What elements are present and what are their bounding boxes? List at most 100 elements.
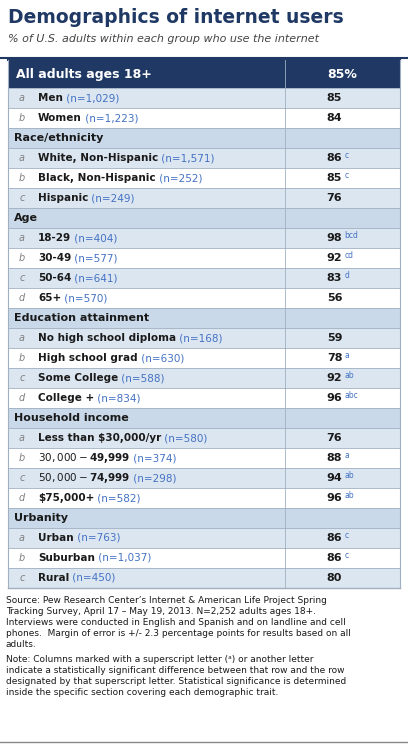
Bar (8, 488, 400, 508)
Text: (n=570): (n=570) (61, 293, 108, 303)
Text: (n=1,223): (n=1,223) (82, 113, 138, 123)
Text: Race/ethnicity: Race/ethnicity (14, 133, 103, 143)
Text: cd: cd (344, 251, 353, 260)
Text: (n=1,571): (n=1,571) (158, 153, 215, 163)
Bar (8, 308, 400, 328)
Text: (n=582): (n=582) (94, 493, 141, 503)
Text: a: a (19, 533, 25, 543)
Bar (8, 408, 400, 428)
Text: (n=450): (n=450) (69, 573, 115, 583)
Text: c: c (344, 171, 348, 180)
Text: Hispanic: Hispanic (38, 193, 89, 203)
Text: designated by that superscript letter. Statistical significance is determined: designated by that superscript letter. S… (6, 677, 346, 686)
Text: 65+: 65+ (38, 293, 61, 303)
Text: 96: 96 (327, 493, 342, 503)
Bar (8, 148, 400, 168)
Text: 76: 76 (327, 193, 342, 203)
Bar (8, 268, 400, 288)
Text: 30-49: 30-49 (38, 253, 71, 263)
Text: a: a (19, 153, 25, 163)
Text: (n=1,037): (n=1,037) (95, 553, 151, 563)
Bar (8, 208, 400, 228)
Text: indicate a statistically significant difference between that row and the row: indicate a statistically significant dif… (6, 666, 344, 675)
Text: 92: 92 (327, 253, 342, 263)
Text: a: a (344, 351, 349, 360)
Text: c: c (19, 373, 25, 383)
Text: b: b (19, 553, 25, 563)
Bar (8, 548, 400, 568)
Text: (n=252): (n=252) (155, 173, 202, 183)
Bar (8, 168, 400, 188)
Text: 83: 83 (327, 273, 342, 283)
Text: Urban: Urban (38, 533, 73, 543)
Text: ab: ab (344, 470, 354, 479)
Text: c: c (344, 551, 348, 560)
Text: b: b (19, 113, 25, 123)
Text: 18-29: 18-29 (38, 233, 71, 243)
Text: (n=763): (n=763) (73, 533, 120, 543)
Text: 59: 59 (327, 333, 342, 343)
Bar (8, 228, 400, 248)
Text: d: d (19, 293, 25, 303)
Text: (n=404): (n=404) (71, 233, 118, 243)
Text: Note: Columns marked with a superscript letter (ᵃ) or another letter: Note: Columns marked with a superscript … (6, 655, 313, 664)
Text: d: d (19, 493, 25, 503)
Text: c: c (19, 573, 25, 583)
Text: a: a (19, 333, 25, 343)
Text: College +: College + (38, 393, 94, 403)
Text: c: c (344, 530, 348, 539)
Text: $50,000-$74,999: $50,000-$74,999 (38, 471, 131, 485)
Bar (8, 60, 400, 88)
Text: Men: Men (38, 93, 63, 103)
Text: 56: 56 (327, 293, 342, 303)
Text: 98: 98 (327, 233, 342, 243)
Text: Women: Women (38, 113, 82, 123)
Text: 86: 86 (327, 153, 342, 163)
Text: (n=374): (n=374) (131, 453, 177, 463)
Bar (8, 368, 400, 388)
Text: c: c (344, 150, 348, 159)
Text: d: d (344, 271, 349, 280)
Bar (8, 388, 400, 408)
Text: a: a (344, 450, 349, 459)
Text: Education attainment: Education attainment (14, 313, 149, 323)
Text: 85: 85 (327, 173, 342, 183)
Bar (8, 88, 400, 108)
Text: bcd: bcd (344, 230, 358, 239)
Text: (n=168): (n=168) (176, 333, 223, 343)
Text: White, Non-Hispanic: White, Non-Hispanic (38, 153, 158, 163)
Bar (8, 448, 400, 468)
Text: Interviews were conducted in English and Spanish and on landline and cell: Interviews were conducted in English and… (6, 618, 346, 627)
Text: 86: 86 (327, 553, 342, 563)
Text: (n=834): (n=834) (94, 393, 141, 403)
Text: Age: Age (14, 213, 38, 223)
Text: adults.: adults. (6, 640, 37, 649)
Text: (n=249): (n=249) (89, 193, 135, 203)
Text: c: c (19, 273, 25, 283)
Text: 78: 78 (327, 353, 342, 363)
Text: Household income: Household income (14, 413, 129, 423)
Text: b: b (19, 253, 25, 263)
Text: % of U.S. adults within each group who use the internet: % of U.S. adults within each group who u… (8, 34, 319, 44)
Bar (8, 128, 400, 148)
Text: Black, Non-Hispanic: Black, Non-Hispanic (38, 173, 155, 183)
Text: (n=577): (n=577) (71, 253, 118, 263)
Text: Tracking Survey, April 17 – May 19, 2013. N=2,252 adults ages 18+.: Tracking Survey, April 17 – May 19, 2013… (6, 607, 316, 616)
Text: $30,000-$49,999: $30,000-$49,999 (38, 451, 131, 465)
Text: 85%: 85% (328, 67, 357, 81)
Text: b: b (19, 453, 25, 463)
Text: (n=641): (n=641) (71, 273, 118, 283)
Bar (8, 428, 400, 448)
Text: Urbanity: Urbanity (14, 513, 68, 523)
Text: d: d (19, 393, 25, 403)
Bar (8, 348, 400, 368)
Text: a: a (19, 433, 25, 443)
Text: 92: 92 (327, 373, 342, 383)
Text: 80: 80 (327, 573, 342, 583)
Text: Rural: Rural (38, 573, 69, 583)
Text: 96: 96 (327, 393, 342, 403)
Text: All adults ages 18+: All adults ages 18+ (16, 67, 152, 81)
Text: No high school diploma: No high school diploma (38, 333, 176, 343)
Bar (8, 108, 400, 128)
Text: 85: 85 (327, 93, 342, 103)
